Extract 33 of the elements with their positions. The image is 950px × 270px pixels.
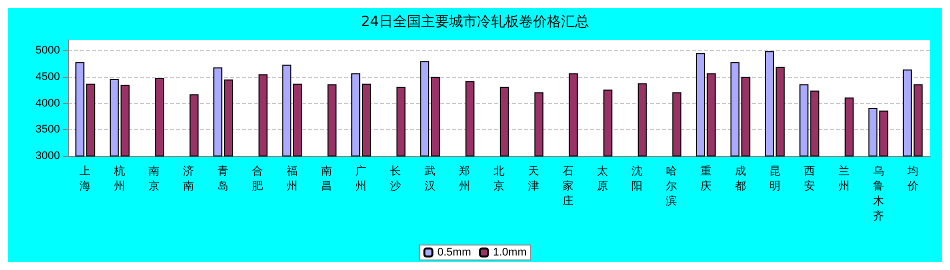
x-tick-label: 均价: [906, 166, 918, 192]
x-tick-label: 郑州: [459, 166, 470, 192]
x-tick-label: 广州: [356, 164, 367, 192]
x-tick-label: 北京: [494, 164, 504, 192]
x-tick-label: 南京: [148, 164, 160, 192]
x-tick-label: 成都: [734, 164, 746, 192]
x-tick-label: 天津: [528, 166, 539, 192]
x-tick-label: 南昌: [321, 164, 332, 192]
x-tick-label: 重庆: [700, 164, 712, 192]
x-tick-label: 兰州: [838, 164, 850, 192]
y-tick-label: 3000: [36, 150, 60, 162]
y-tick-label: 5000: [36, 44, 60, 57]
legend-label: 0.5mm: [437, 246, 472, 258]
x-tick-label: 乌鲁木齐: [872, 166, 884, 222]
x-tick-label: 青岛: [218, 164, 229, 192]
x-tick-label: 昆明: [769, 166, 780, 192]
x-tick-label: 石家庄: [562, 166, 574, 208]
legend-label: 1.0mm: [493, 246, 527, 258]
x-tick-label: 武汉: [424, 164, 436, 192]
chart-title: 24日全国主要城市冷轧板卷价格汇总: [361, 14, 589, 30]
x-tick-label: 上海: [80, 164, 91, 192]
x-tick-label: 沈阳: [631, 164, 642, 192]
y-tick-label: 3500: [36, 124, 60, 136]
x-tick-label: 西安: [804, 166, 815, 192]
y-tick-label: 4000: [36, 97, 60, 110]
x-tick-label: 福州: [286, 164, 298, 192]
x-tick-label: 济南: [183, 164, 194, 192]
x-tick-label: 太原: [596, 164, 608, 192]
x-tick-label: 杭州: [113, 164, 126, 192]
x-tick-label: 合肥: [252, 164, 264, 192]
y-tick-label: 4500: [36, 70, 60, 83]
x-tick-label: 哈尔滨: [666, 166, 677, 208]
x-tick-label: 长沙: [390, 164, 402, 192]
